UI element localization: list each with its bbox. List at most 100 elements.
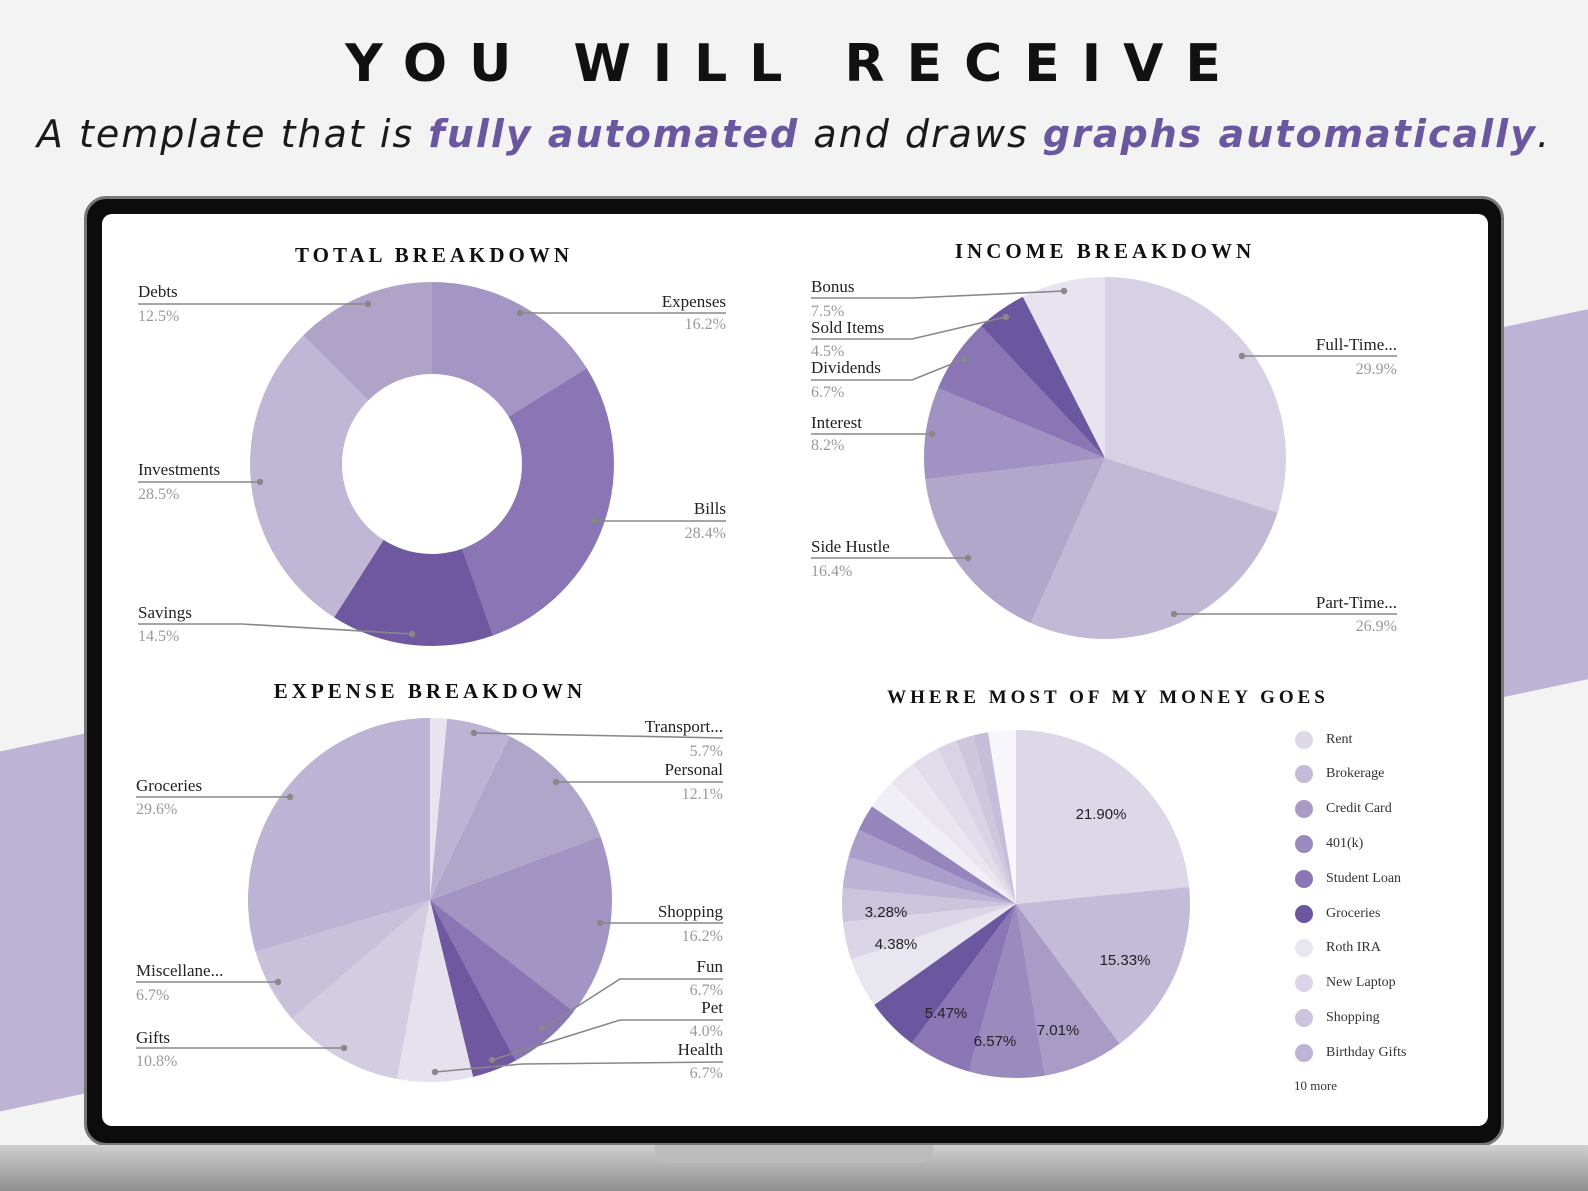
expense-slice-gifts	[291, 900, 430, 1079]
money-goes-legend: Rent Brokerage Credit Card 401(k) Studen…	[1294, 731, 1407, 1093]
money-slice-unlabeled-18	[988, 730, 1016, 904]
pct-health: 6.7%	[690, 1065, 723, 1082]
pct-expenses: 16.2%	[685, 316, 726, 333]
laptop-notch	[655, 1145, 933, 1163]
total-slice-savings	[334, 539, 494, 646]
label-debts: Debts	[138, 282, 178, 301]
label-fun: Fun	[697, 957, 724, 976]
total-breakdown-pie	[250, 282, 615, 646]
subtitle-highlight-automated: fully automated	[428, 112, 800, 156]
pct-student-loan: 5.47%	[925, 1005, 968, 1022]
pct-savings: 14.5%	[138, 628, 179, 645]
leader-lines	[136, 290, 1397, 1073]
label-personal: Personal	[664, 760, 723, 779]
money-goes-pie	[842, 730, 1190, 1078]
money-slice-unlabeled-16	[956, 735, 1016, 904]
label-interest: Interest	[811, 413, 862, 432]
expense-breakdown-pie	[247, 718, 612, 1082]
subtitle-highlight-graphs: graphs automatically	[1042, 112, 1537, 156]
leader-transport	[473, 732, 724, 739]
money-slice-groceries	[874, 904, 1016, 1044]
total-slice-investments	[250, 335, 384, 618]
money-slice-roth-ira	[851, 904, 1016, 1005]
expense-slice-groceries	[247, 718, 430, 952]
pct-part-time: 26.9%	[1356, 618, 1397, 635]
expense-slice-pet	[430, 900, 516, 1077]
income-slice-dividends	[938, 325, 1105, 458]
pct-roth-ira: 4.38%	[875, 936, 918, 953]
leader-fun	[541, 978, 723, 1030]
income-slice-side-hustle	[925, 458, 1105, 623]
page-title: YOU WILL RECEIVE	[345, 34, 1243, 94]
total-breakdown-title: TOTAL BREAKDOWN	[295, 243, 573, 267]
pct-interest: 8.2%	[811, 437, 844, 454]
pct-dividends: 6.7%	[811, 384, 844, 401]
expense-slice-unlabeled-0	[430, 718, 448, 900]
label-bills: Bills	[694, 499, 726, 518]
legend-more-link[interactable]: 10 more	[1294, 1078, 1337, 1093]
income-breakdown-pie	[924, 277, 1286, 639]
total-slice-debts	[303, 282, 432, 401]
pct-rent: 21.90%	[1076, 806, 1127, 823]
pct-pet: 4.0%	[690, 1023, 723, 1040]
legend-item-credit-card: Credit Card	[1295, 800, 1392, 818]
svg-text:Student Loan: Student Loan	[1326, 871, 1401, 886]
money-slice-shopping	[842, 888, 1016, 922]
label-expenses: Expenses	[662, 292, 726, 311]
svg-text:Shopping: Shopping	[1326, 1010, 1380, 1025]
label-miscellaneous: Miscellane...	[136, 961, 223, 980]
money-slice-student-loan	[911, 904, 1016, 1072]
decor-band-right	[1490, 304, 1588, 700]
legend-item-birthday-gifts: Birthday Gifts	[1295, 1044, 1407, 1062]
money-slice-unlabeled-10	[848, 829, 1016, 904]
leader-dividends	[811, 358, 965, 381]
expense-slice-transport	[430, 718, 510, 900]
label-groceries: Groceries	[136, 776, 202, 795]
svg-text:Brokerage: Brokerage	[1326, 766, 1384, 781]
label-full-time: Full-Time...	[1316, 335, 1397, 354]
label-dividends: Dividends	[811, 358, 881, 377]
label-health: Health	[678, 1040, 724, 1059]
expense-breakdown-title: EXPENSE BREAKDOWN	[274, 679, 586, 703]
money-slice-unlabeled-11	[858, 806, 1016, 904]
income-breakdown-title: INCOME BREAKDOWN	[955, 239, 1255, 263]
label-investments: Investments	[138, 460, 220, 479]
legend-item-rent: Rent	[1295, 731, 1353, 749]
income-slice-full-time	[1105, 277, 1286, 513]
money-slice-brokerage	[1016, 886, 1190, 1044]
money-slice-credit-card	[1016, 904, 1120, 1076]
pct-brokerage: 15.33%	[1100, 952, 1151, 969]
pct-gifts: 10.8%	[136, 1053, 177, 1070]
money-slice-new-laptop	[842, 904, 1016, 960]
svg-text:Credit Card: Credit Card	[1326, 801, 1392, 816]
money-slice-unlabeled-15	[937, 740, 1016, 904]
leader-pet	[491, 1019, 723, 1061]
legend-item-brokerage: Brokerage	[1295, 765, 1384, 783]
label-bonus: Bonus	[811, 277, 854, 296]
label-savings: Savings	[138, 603, 192, 622]
label-side-hustle: Side Hustle	[811, 537, 890, 556]
income-slice-interest	[924, 388, 1105, 480]
expense-slice-personal	[430, 736, 601, 900]
laptop-screen: TOTAL BREAKDOWN INCOME BREAKDOWN EXPENSE…	[102, 214, 1488, 1126]
subtitle-part-3: .	[1536, 112, 1552, 156]
svg-text:Birthday Gifts: Birthday Gifts	[1326, 1045, 1407, 1060]
income-slice-bonus	[1022, 277, 1105, 458]
pct-full-time: 29.9%	[1356, 361, 1397, 378]
expense-slice-miscellane	[255, 900, 430, 1019]
money-slice-401-k	[968, 904, 1045, 1078]
subtitle-part-1: A template that is	[36, 112, 429, 156]
pct-groceries: 29.6%	[136, 801, 177, 818]
subtitle-part-2: and draws	[799, 112, 1043, 156]
income-slice-part-time	[1030, 458, 1278, 639]
pct-bonus: 7.5%	[811, 303, 844, 320]
leader-dots	[256, 287, 1246, 1076]
leader-bonus	[811, 290, 1065, 299]
label-transport: Transport...	[645, 717, 723, 736]
pct-miscellaneous: 6.7%	[136, 987, 169, 1004]
pct-new-laptop: 3.28%	[865, 904, 908, 921]
pct-fun: 6.7%	[690, 982, 723, 999]
legend-item-roth-ira: Roth IRA	[1295, 939, 1382, 957]
svg-text:Groceries: Groceries	[1326, 906, 1380, 921]
legend-item-groceries: Groceries	[1295, 905, 1380, 923]
